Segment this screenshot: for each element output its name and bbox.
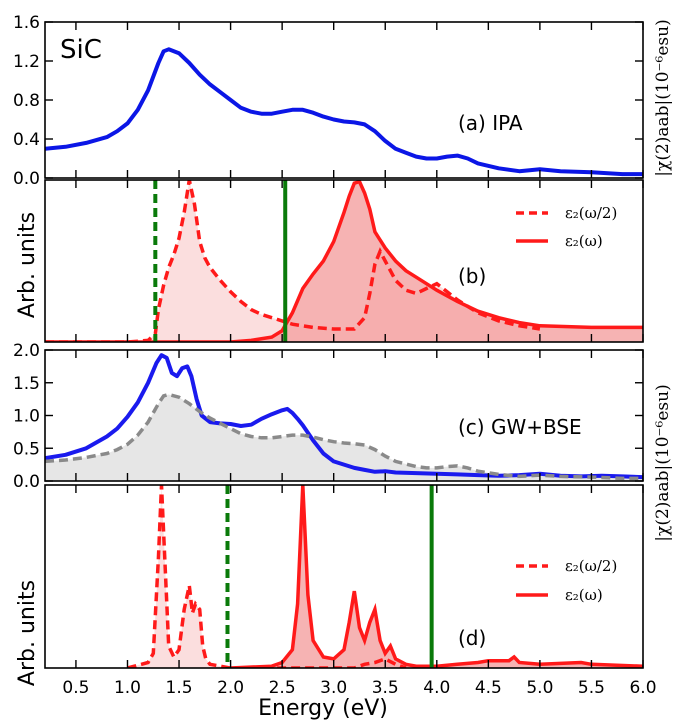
legend-b-label-1: ε₂(ω/2) [565, 204, 617, 222]
panel-c-plot-area [45, 353, 643, 481]
ytick-label-c-2: 1.0 [13, 407, 40, 427]
ytick-label-a-4: 1.6 [13, 13, 40, 33]
eps-full-line [230, 485, 643, 668]
panel-d-frame [44, 484, 644, 669]
xtick-label-7: 4.0 [423, 678, 450, 698]
legend-b-label-2: ε₂(ω) [565, 232, 603, 250]
panel-c-ylabel-right: |χ(2)aab|(10⁻⁶esu) [653, 384, 673, 541]
eps-full-fill [45, 181, 643, 342]
panel-d-plot-area [127, 485, 643, 668]
legends: ε₂(ω/2) ε₂(ω) ε₂(ω/2) ε₂(ω) [516, 204, 617, 604]
plots: 0.0 0.4 0.8 1.2 1.6 0.0 0.5 1.0 1.5 2.0 0.5 1.0 1.5 2… [13, 13, 657, 698]
panel-b [44, 179, 644, 343]
eps-half-line [45, 180, 541, 342]
xtick-label-3: 2.0 [217, 678, 244, 698]
xtick-label-2: 1.5 [166, 678, 193, 698]
panel-a-annotation: (a) IPA [458, 111, 523, 135]
ytick-label-a-0: 0.0 [13, 169, 40, 189]
legend-d-label-1: ε₂(ω/2) [565, 557, 617, 575]
ipa-ref-line [45, 392, 643, 481]
gwbse-line [45, 353, 643, 480]
ytick-label-a-2: 0.8 [13, 91, 40, 111]
ipa-line [45, 47, 643, 177]
panel-d: 0.5 1.0 1.5 2.0 2.5 3.0 3.5 4.0 4.5 5.0 5.5 6.0 [44, 484, 657, 698]
xtick-label-4: 2.5 [269, 678, 296, 698]
legend-d: ε₂(ω/2) ε₂(ω) [516, 557, 617, 604]
xtick-label-1: 1.0 [114, 678, 141, 698]
texts: SiC (a) IPA (b) (c) GW+BSE (d) Arb. unit… [15, 19, 673, 720]
legend-d-label-2: ε₂(ω) [565, 586, 603, 604]
xtick-label-10: 5.5 [578, 678, 605, 698]
ytick-label-c-4: 2.0 [13, 341, 40, 361]
ytick-label-c-0: 0.0 [13, 472, 40, 492]
xtick-label-11: 6.0 [629, 678, 656, 698]
panel-c: 0.0 0.5 1.0 1.5 2.0 [13, 341, 644, 492]
xtick-label-5: 3.0 [320, 678, 347, 698]
panel-b-plot-area [45, 180, 643, 342]
panel-a-frame [44, 21, 644, 179]
panel-b-annotation: (b) [458, 264, 486, 288]
panel-a-title: SiC [60, 35, 102, 65]
eps-half-fill [127, 485, 406, 668]
xtick-label-6: 3.5 [372, 678, 399, 698]
panel-a-plot-area [45, 47, 643, 177]
ytick-label-a-3: 1.2 [13, 52, 40, 72]
xtick-label-0: 0.5 [62, 678, 89, 698]
ytick-label-a-1: 0.4 [13, 130, 40, 150]
panel-a-ylabel-right: |χ(2)aab|(10⁻⁶esu) [653, 19, 673, 176]
xtick-label-9: 5.0 [526, 678, 553, 698]
legend-b: ε₂(ω/2) ε₂(ω) [516, 204, 617, 250]
panel-d-annotation: (d) [458, 626, 486, 650]
panel-d-ylabel: Arb. units [15, 580, 40, 686]
ipa-ref-fill [45, 394, 643, 481]
panel-b-ylabel: Arb. units [15, 212, 40, 318]
x-axis-label: Energy (eV) [258, 696, 388, 720]
eps-half-line [127, 485, 407, 668]
panel-b-frame [44, 179, 644, 343]
panel-c-annotation: (c) GW+BSE [458, 415, 582, 439]
ytick-label-c-1: 0.5 [13, 439, 40, 459]
xtick-label-8: 4.5 [475, 678, 502, 698]
ytick-label-c-3: 1.5 [13, 374, 40, 394]
panel-a: 0.0 0.4 0.8 1.2 1.6 [13, 13, 644, 189]
eps-full-line [45, 180, 643, 342]
